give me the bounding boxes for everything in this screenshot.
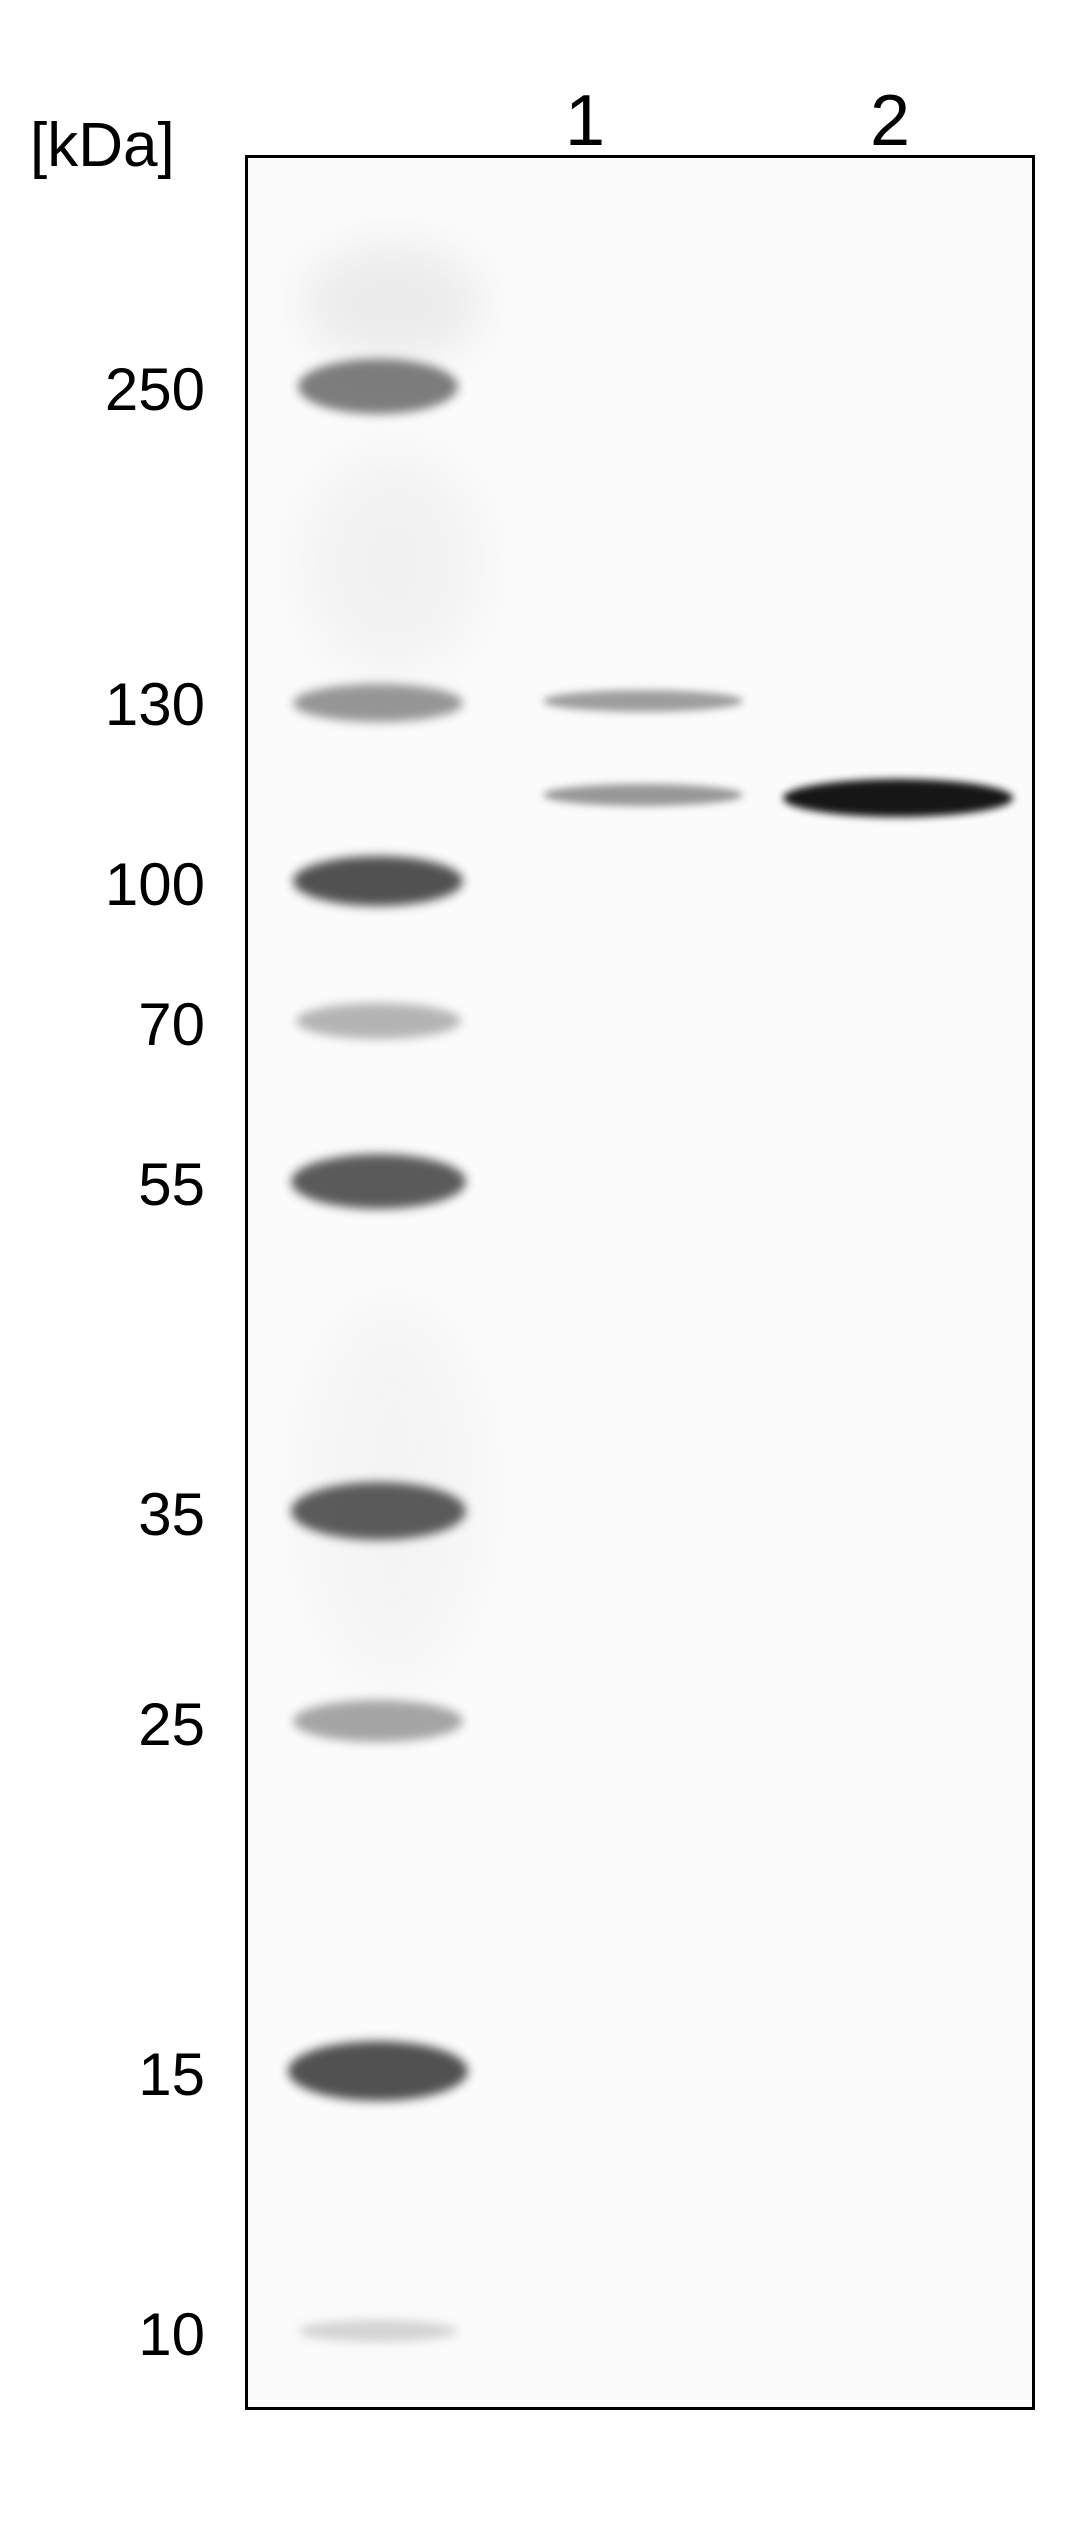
ladder-band-70	[296, 1003, 461, 1039]
ladder-band-35	[291, 1482, 466, 1540]
ladder-band-10	[298, 2320, 458, 2342]
ladder-band-15	[288, 2041, 468, 2101]
mw-tick-130: 130	[55, 670, 205, 739]
mw-tick-100: 100	[55, 850, 205, 919]
mw-tick-15: 15	[55, 2040, 205, 2109]
ladder-band-100	[293, 856, 463, 906]
blot-figure: [kDa] 1 2 250 130 100 70 55 35 25 15 10	[0, 0, 1080, 2526]
axis-unit-label: [kDa]	[30, 110, 175, 181]
lane2-band-110	[783, 779, 1013, 817]
mw-tick-70: 70	[55, 990, 205, 1059]
bg-smudge	[303, 243, 483, 363]
ladder-band-250	[298, 359, 458, 414]
ladder-band-55	[291, 1154, 466, 1209]
mw-tick-35: 35	[55, 1480, 205, 1549]
bg-smudge	[303, 453, 483, 673]
mw-tick-10: 10	[55, 2300, 205, 2369]
ladder-band-25	[293, 1700, 463, 1742]
mw-tick-55: 55	[55, 1150, 205, 1219]
lane1-band-130	[543, 690, 743, 712]
lane-2-label: 2	[870, 80, 910, 162]
ladder-band-130	[293, 684, 463, 722]
lane-1-label: 1	[565, 80, 605, 162]
lane1-band-110	[543, 784, 743, 806]
blot-membrane	[245, 155, 1035, 2410]
mw-tick-25: 25	[55, 1690, 205, 1759]
mw-tick-250: 250	[55, 355, 205, 424]
